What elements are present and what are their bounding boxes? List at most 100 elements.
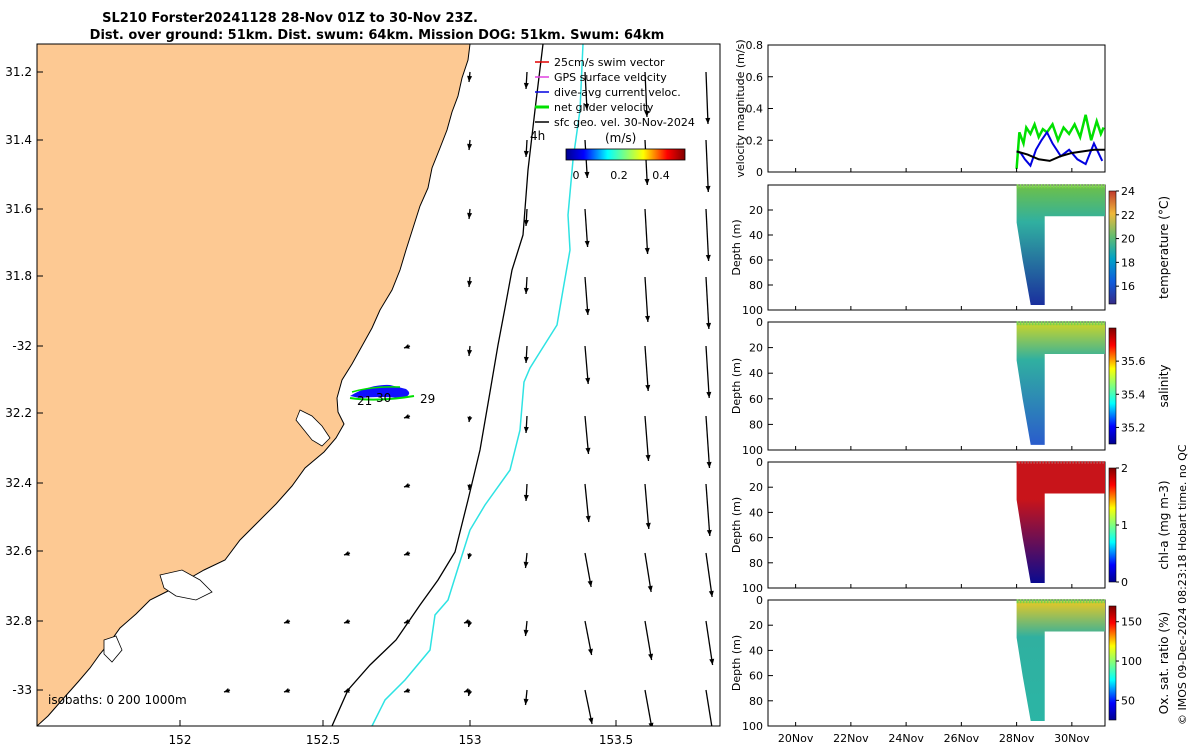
- depth-tick: 60: [749, 393, 763, 406]
- velocity-series-line: [1016, 148, 1105, 162]
- velocity-arrow: [403, 618, 411, 624]
- velocity-ytick: 0.2: [746, 134, 764, 147]
- map-lat-tick: -32: [12, 339, 32, 353]
- time-tick: 28Nov: [999, 732, 1035, 745]
- colorbar-tick: 35.6: [1121, 355, 1146, 368]
- map-colorbar-label: (m/s): [605, 131, 636, 145]
- map-colorbar-tick: 0: [573, 169, 580, 182]
- day-label-29: 29: [420, 392, 435, 406]
- depth-tick: 100: [742, 582, 763, 595]
- velocity-arrow: [523, 689, 529, 706]
- colorbar-tick: 16: [1121, 280, 1135, 293]
- velocity-arrow: [705, 415, 712, 469]
- map-lat-tick: 32.2: [5, 406, 32, 420]
- colorbar-tick: 2: [1121, 462, 1128, 475]
- lake-outline: [159, 569, 213, 601]
- day-label-21: 21: [357, 394, 372, 408]
- velocity-arrow: [467, 276, 473, 288]
- map-colorbar-tick: 0.2: [610, 169, 628, 182]
- colorbar-tick: 0: [1121, 576, 1128, 589]
- map-lon-tick: 152: [169, 733, 192, 747]
- glider-track: [349, 384, 415, 401]
- velocity-arrow: [705, 71, 711, 125]
- depth-tick: 100: [742, 304, 763, 317]
- velocity-ytick: 0: [756, 166, 763, 179]
- velocity-arrow: [584, 552, 593, 588]
- velocity-vector-field: [223, 71, 715, 726]
- map-colorbar: [565, 148, 686, 161]
- depth-tick: 80: [749, 695, 763, 708]
- velocity-arrow: [467, 71, 473, 83]
- velocity-arrow: [584, 620, 593, 656]
- velocity-arrow: [644, 483, 651, 530]
- velocity-ytick: 0.8: [746, 39, 764, 52]
- colorbar-label: temperature (°C): [1157, 196, 1171, 299]
- depth-tick: 0: [756, 456, 763, 469]
- velocity-arrow: [223, 687, 231, 693]
- section-colorbar: [1108, 605, 1117, 721]
- velocity-arrow: [644, 139, 650, 186]
- credit-text: © IMOS 09-Dec-2024 08:23:18 Hobart time.…: [1176, 444, 1189, 725]
- lake-outline: [295, 409, 331, 447]
- time-tick: 30Nov: [1054, 732, 1090, 745]
- depth-ylabel: Depth (m): [730, 219, 743, 275]
- depth-tick: 40: [749, 229, 763, 242]
- velocity-arrow: [403, 482, 411, 488]
- velocity-arrow: [283, 687, 291, 693]
- velocity-arrow: [467, 139, 473, 151]
- colorbar-tick: 1: [1121, 519, 1128, 532]
- section-data-patch: [1016, 323, 1105, 445]
- velocity-arrow: [644, 276, 651, 323]
- legend-entry: 25cm/s swim vector: [554, 56, 665, 69]
- map-lat-tick: 31.4: [5, 133, 32, 147]
- velocity-panel-frame: [767, 44, 1106, 173]
- velocity-arrow: [705, 483, 712, 537]
- velocity-arrow: [644, 552, 653, 593]
- colorbar-tick: 18: [1121, 256, 1135, 269]
- depth-tick: 40: [749, 367, 763, 380]
- depth-tick: 60: [749, 670, 763, 683]
- map-panel: 152 152.5 153 153.5 31.2 31.4 31.6 31.8 -32 32.2 3…: [5, 43, 721, 747]
- velocity-arrow: [343, 550, 351, 556]
- depth-tick: 60: [749, 254, 763, 267]
- depth-ylabel: Depth (m): [730, 635, 743, 691]
- velocity-arrow: [523, 620, 529, 637]
- velocity-arrow: [467, 415, 473, 423]
- velocity-ytick: 0.4: [746, 103, 764, 116]
- legend-entry: GPS surface velocity: [554, 71, 667, 84]
- legend-entry: sfc geo. vel. 30-Nov-2024: [554, 116, 695, 129]
- map-colorbar-tick: 0.4: [652, 169, 670, 182]
- time-tick: 22Nov: [833, 732, 869, 745]
- isobaths-label: isobaths: 0 200 1000m: [48, 693, 187, 707]
- velocity-arrow: [463, 618, 471, 624]
- velocity-arrow: [523, 276, 529, 295]
- title-line1: SL210 Forster20241128 28-Nov 01Z to 30-N…: [102, 11, 478, 26]
- depth-tick: 20: [749, 204, 763, 217]
- map-lon-tick: 153.5: [599, 733, 633, 747]
- map-lon-tick: 153: [459, 733, 482, 747]
- depth-tick: 80: [749, 418, 763, 431]
- velocity-arrow: [705, 276, 712, 330]
- velocity-arrow: [644, 71, 650, 118]
- velocity-arrow: [403, 550, 411, 556]
- velocity-arrow: [523, 345, 529, 364]
- colorbar-label: Ox. sat. ratio (%): [1157, 612, 1171, 714]
- velocity-arrow: [644, 620, 654, 661]
- velocity-arrow: [523, 552, 529, 569]
- section-colorbar: [1108, 467, 1117, 583]
- velocity-arrow: [584, 483, 591, 523]
- velocity-arrow: [343, 687, 351, 693]
- velocity-arrow: [644, 689, 654, 726]
- colorbar-tick: 35.2: [1121, 421, 1146, 434]
- velocity-arrow: [403, 343, 411, 349]
- colorbar-tick: 150: [1121, 616, 1142, 629]
- depth-tick: 40: [749, 506, 763, 519]
- depth-tick: 20: [749, 342, 763, 355]
- map-lat-tick: 32.4: [5, 476, 32, 490]
- depth-ylabel: Depth (m): [730, 358, 743, 414]
- legend-entry: dive-avg current veloc.: [554, 86, 681, 99]
- depth-tick: 60: [749, 532, 763, 545]
- velocity-arrow: [463, 687, 471, 693]
- colorbar-tick: 100: [1121, 655, 1142, 668]
